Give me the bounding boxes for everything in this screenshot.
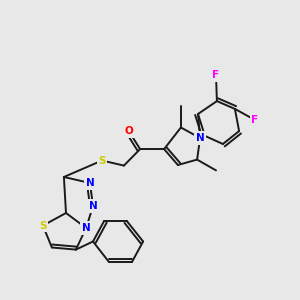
Text: S: S (98, 155, 106, 166)
Text: F: F (251, 115, 259, 125)
Text: N: N (196, 133, 205, 143)
Text: O: O (124, 126, 134, 136)
Text: N: N (82, 223, 91, 233)
Text: F: F (212, 70, 220, 80)
Text: S: S (39, 220, 47, 231)
Text: N: N (85, 178, 94, 188)
Text: N: N (88, 201, 98, 211)
